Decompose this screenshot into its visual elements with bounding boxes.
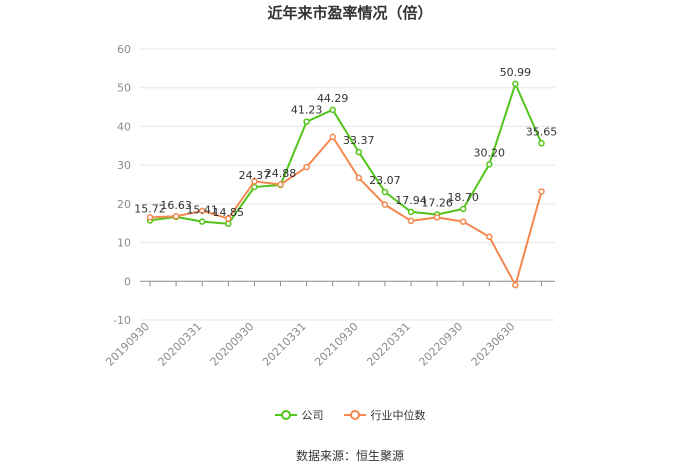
industry-median-data-point	[172, 212, 180, 220]
company-data-label: 16.63	[160, 199, 192, 212]
y-tick-label: 0	[124, 275, 131, 288]
company-data-label: 24.88	[265, 167, 297, 180]
y-tick-label: 20	[117, 198, 131, 211]
legend-industry-label: 行业中位数	[370, 409, 426, 422]
company-data-point	[198, 218, 206, 225]
company-data-label: 18.70	[447, 191, 479, 204]
x-tick-label: 20210930	[312, 320, 361, 369]
industry-median-data-point	[355, 174, 363, 182]
legend-company-label: 公司	[301, 409, 324, 422]
chart-title: 近年来市盈率情况（倍）	[267, 4, 433, 22]
industry-median-data-point	[512, 281, 519, 289]
x-tick-label: 20190930	[103, 320, 152, 369]
y-tick-label: 30	[117, 159, 131, 172]
x-tick-label: 20200930	[208, 320, 257, 369]
legend-company-line-icon	[274, 409, 297, 421]
company-data-label: 23.07	[369, 174, 401, 187]
industry-median-data-point	[277, 181, 284, 188]
industry-median-data-point	[538, 188, 545, 195]
company-data-point	[225, 220, 232, 228]
company-series-line	[149, 82, 543, 225]
y-tick-label: 60	[117, 43, 131, 56]
x-tick-label: 20230630	[469, 320, 518, 369]
y-tick-label: -10	[113, 314, 131, 327]
company-data-point	[303, 118, 310, 125]
company-data-label: 44.29	[317, 92, 349, 105]
industry-median-data-point	[303, 163, 310, 171]
legend-item-industry-median[interactable]: 行业中位数	[343, 407, 426, 423]
company-data-point	[381, 188, 389, 196]
company-data-label: 17.26	[421, 196, 453, 209]
y-tick-label: 40	[117, 120, 131, 133]
company-data-point	[459, 205, 467, 213]
industry-median-data-point	[407, 217, 415, 225]
company-data-point	[512, 80, 519, 88]
industry-median-data-point	[433, 214, 441, 221]
industry-median-data-point	[251, 178, 258, 185]
x-tick-label: 20210331	[260, 320, 309, 369]
company-data-point	[329, 106, 336, 114]
x-tick-label: 20220930	[417, 320, 466, 369]
industry-median-data-point	[486, 233, 493, 241]
industry-median-data-point	[225, 215, 232, 222]
y-tick-label: 50	[117, 82, 131, 95]
industry-median-data-point	[329, 133, 336, 141]
legend-industry-line-icon	[343, 409, 366, 421]
data-source-note: 数据来源：恒生聚源	[295, 449, 404, 463]
industry-median-data-point	[146, 214, 154, 221]
industry-median-data-point	[459, 218, 467, 225]
company-data-label: 33.37	[343, 134, 375, 147]
company-data-label: 41.23	[291, 104, 323, 117]
industry-median-series-line	[149, 135, 543, 287]
company-data-label: 50.99	[500, 66, 532, 79]
company-data-point	[538, 140, 545, 147]
company-data-point	[486, 161, 493, 168]
legend-item-company[interactable]: 公司	[274, 407, 324, 423]
y-tick-label: 10	[117, 237, 131, 250]
industry-median-data-point	[381, 201, 389, 208]
company-data-label: 14.85	[213, 206, 245, 219]
industry-median-data-point	[198, 207, 206, 215]
company-data-label: 15.72	[134, 202, 166, 215]
legend: 公司 行业中位数	[0, 407, 700, 423]
company-data-point	[355, 148, 363, 156]
company-data-label: 30.20	[474, 146, 506, 159]
pe-ratio-line-chart: -10 0 10 20 30 40 50 60 20190930 20200331 20200930…	[103, 43, 558, 369]
company-data-label: 24.37	[239, 169, 271, 182]
company-data-label: 35.65	[526, 125, 558, 138]
x-tick-label: 20220331	[364, 320, 413, 369]
company-data-point	[407, 208, 415, 216]
x-tick-label: 20200331	[156, 320, 205, 369]
company-data-label: 15.41	[186, 204, 218, 217]
company-data-label: 17.94	[395, 194, 427, 207]
